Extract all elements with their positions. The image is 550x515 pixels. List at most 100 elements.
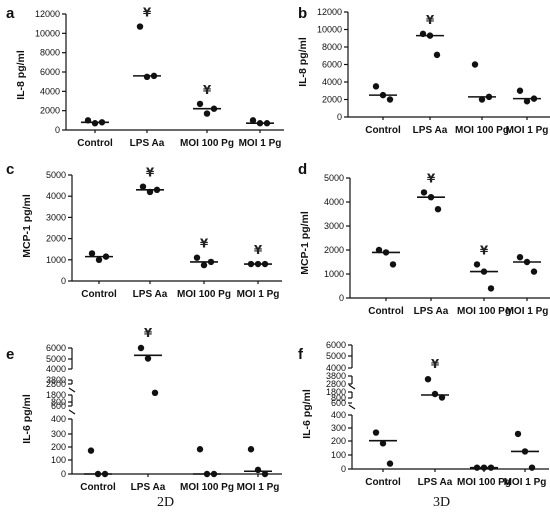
significance-mark: ¥: [146, 166, 155, 180]
y-axis-title: IL-8 pg/ml: [15, 50, 27, 100]
data-point: [431, 390, 439, 398]
y-tick-label: 4000: [324, 197, 344, 207]
data-point: [372, 83, 380, 90]
data-point: [91, 120, 99, 127]
panel-letter: b: [298, 5, 307, 22]
y-tick-label: 800: [331, 393, 346, 403]
data-point: [136, 23, 144, 30]
y-tick-label: 0: [339, 293, 344, 303]
y-tick-label: 6000: [40, 67, 60, 77]
data-point: [254, 466, 262, 474]
data-point: [379, 440, 387, 447]
y-tick-label: 400: [51, 414, 66, 424]
significance-mark: ¥: [143, 6, 152, 20]
y-tick-label: 2800: [46, 379, 66, 389]
y-tick-label: 8000: [40, 48, 60, 58]
significance-mark: ¥: [480, 243, 489, 257]
data-point: [528, 464, 536, 471]
data-point: [471, 61, 479, 68]
y-tick-label: 6000: [322, 60, 342, 70]
y-tick-label: 0: [341, 464, 346, 474]
significance-mark: ¥: [254, 243, 263, 257]
x-tick-label: MOI 1 Pg: [504, 477, 547, 488]
y-tick-label: 1000: [324, 269, 344, 279]
y-tick-label: 2000: [40, 106, 60, 116]
y-tick-label: 1000: [46, 255, 66, 265]
x-tick-label: MOI 1 Pg: [239, 138, 282, 149]
y-tick-label: 3800: [46, 375, 66, 385]
x-tick-label: LPS Aa: [413, 125, 448, 136]
y-tick-label: 5000: [46, 354, 66, 364]
data-point: [516, 254, 524, 261]
y-axis-title: IL-8 pg/ml: [297, 37, 309, 87]
data-point: [144, 355, 152, 362]
x-tick-label: Control: [368, 306, 404, 317]
significance-mark: ¥: [144, 326, 153, 340]
y-tick-label: 300: [331, 423, 346, 433]
significance-mark: ¥: [426, 13, 435, 27]
y-tick-label: 0: [55, 125, 60, 135]
y-tick-label: 0: [61, 469, 66, 479]
x-tick-label: MOI 1 Pg: [237, 482, 280, 493]
axis-break-mark: [348, 404, 356, 410]
data-point: [424, 376, 432, 383]
y-tick-label: 4000: [326, 363, 346, 373]
y-tick-label: 100: [51, 455, 66, 465]
x-tick-label: MOI 1 Pg: [237, 289, 280, 300]
y-tick-label: 300: [51, 429, 66, 439]
x-tick-label: Control: [81, 289, 117, 300]
data-point: [420, 189, 428, 196]
data-point: [516, 87, 524, 94]
y-tick-label: 200: [51, 442, 66, 452]
caption-3d: 3D: [433, 495, 450, 510]
data-point: [249, 117, 257, 124]
y-tick-label: 800: [51, 397, 66, 407]
data-point: [196, 100, 204, 108]
y-tick-label: 4000: [322, 77, 342, 87]
panel-letter: c: [6, 161, 14, 178]
y-tick-label: 2000: [324, 245, 344, 255]
x-tick-label: LPS Aa: [414, 306, 449, 317]
y-tick-label: 3000: [46, 212, 66, 222]
significance-mark: ¥: [200, 237, 209, 251]
x-tick-label: MOI 100 Pg: [455, 125, 509, 136]
x-tick-label: LPS Aa: [131, 482, 166, 493]
panel-letter: f: [298, 346, 304, 363]
y-tick-label: 1800: [326, 387, 346, 397]
data-point: [386, 96, 394, 103]
x-tick-label: LPS Aa: [418, 477, 453, 488]
y-tick-label: 2000: [46, 234, 66, 244]
y-axis-title: MCP-1 pg/ml: [299, 211, 311, 275]
y-tick-label: 6000: [46, 343, 66, 353]
data-point: [196, 446, 204, 453]
panel-letter: a: [6, 5, 15, 22]
data-point: [247, 446, 255, 453]
data-point: [473, 261, 481, 268]
y-tick-label: 2000: [322, 95, 342, 105]
data-point: [386, 460, 394, 467]
y-tick-label: 1800: [46, 390, 66, 400]
data-point: [523, 98, 531, 105]
y-tick-label: 3000: [324, 221, 344, 231]
data-point: [95, 256, 103, 263]
data-point: [433, 51, 441, 59]
x-tick-label: Control: [80, 482, 116, 493]
significance-mark: ¥: [203, 83, 212, 97]
data-point: [88, 250, 96, 257]
data-point: [200, 261, 208, 269]
y-tick-label: 4000: [40, 86, 60, 96]
x-tick-label: LPS Aa: [130, 138, 165, 149]
x-tick-label: MOI 100 Pg: [180, 138, 234, 149]
caption-2d: 2D: [157, 495, 174, 510]
data-point: [193, 254, 201, 261]
x-tick-label: MOI 1 Pg: [506, 306, 549, 317]
data-point: [514, 430, 522, 438]
y-axis-title: IL-6 pg/ml: [301, 389, 313, 439]
data-point: [487, 285, 495, 292]
data-point: [530, 268, 538, 275]
x-tick-label: MOI 1 Pg: [506, 125, 549, 136]
y-tick-label: 100: [331, 450, 346, 460]
data-point: [261, 470, 269, 478]
x-tick-label: Control: [77, 138, 113, 149]
x-tick-label: LPS Aa: [133, 289, 168, 300]
